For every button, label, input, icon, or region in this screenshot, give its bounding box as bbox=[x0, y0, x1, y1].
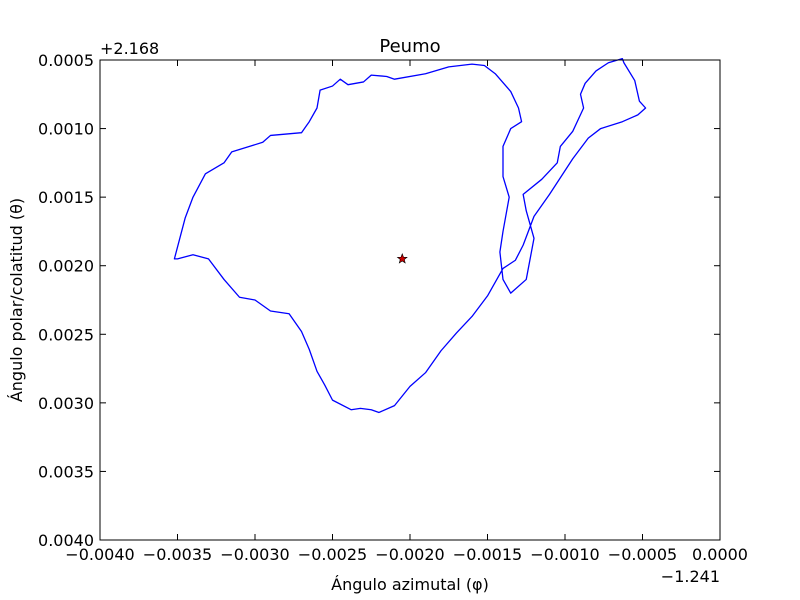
x-tick-label: −0.0040 bbox=[65, 545, 134, 564]
x-tick-label: −0.0030 bbox=[220, 545, 289, 564]
chart-title: Peumo bbox=[379, 36, 440, 57]
x-tick-label: −0.0020 bbox=[375, 545, 444, 564]
y-axis-label: Ángulo polar/colatitud (θ) bbox=[7, 198, 26, 402]
y-tick-label: 0.0005 bbox=[38, 51, 94, 70]
y-axis-ticks: 0.0005 0.0010 0.0015 0.0020 0.0025 0.0030 0.00… bbox=[38, 51, 720, 550]
y-tick-label: 0.0035 bbox=[38, 462, 94, 481]
x-axis-offset-label: −1.241 bbox=[661, 567, 720, 586]
centroid-star-marker bbox=[396, 253, 408, 264]
x-tick-label: 0.0000 bbox=[692, 545, 748, 564]
x-tick-label: −0.0035 bbox=[143, 545, 212, 564]
chart-marks bbox=[173, 57, 647, 414]
y-tick-label: 0.0025 bbox=[38, 325, 94, 344]
x-axis-label: Ángulo azimutal (φ) bbox=[331, 575, 489, 594]
x-axis-ticks: −0.0040 −0.0035 −0.0030 −0.0025 −0.0020 −0.00… bbox=[65, 60, 748, 564]
boundary-line bbox=[173, 57, 647, 414]
x-tick-label: −0.0015 bbox=[453, 545, 522, 564]
x-tick-label: −0.0010 bbox=[530, 545, 599, 564]
x-tick-label: −0.0025 bbox=[298, 545, 367, 564]
y-tick-label: 0.0020 bbox=[38, 257, 94, 276]
y-tick-label: 0.0015 bbox=[38, 188, 94, 207]
y-axis-offset-label: +2.168 bbox=[100, 39, 159, 58]
plot-area bbox=[100, 60, 720, 540]
x-tick-label: −0.0005 bbox=[608, 545, 677, 564]
y-tick-label: 0.0030 bbox=[38, 394, 94, 413]
y-tick-label: 0.0010 bbox=[38, 120, 94, 139]
y-tick-label: 0.0040 bbox=[38, 531, 94, 550]
